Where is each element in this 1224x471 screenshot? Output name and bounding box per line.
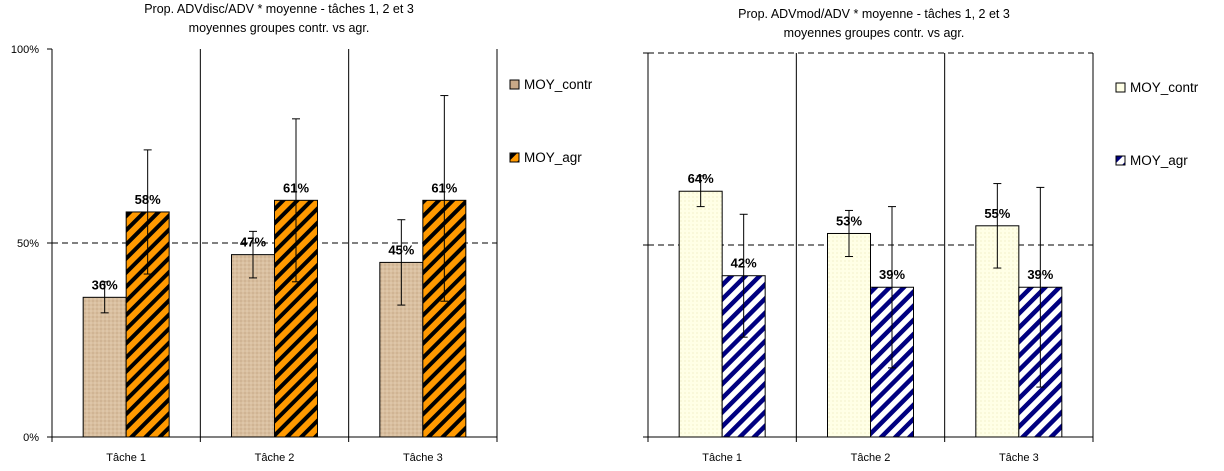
- x-category-label: Tâche 2: [255, 452, 295, 464]
- y-tick-label: 50%: [17, 238, 39, 250]
- data-label: 61%: [283, 180, 309, 195]
- data-label: 36%: [92, 277, 118, 292]
- y-tick-label: 0%: [23, 432, 39, 444]
- chart-subtitle: moyennes groupes contr. vs agr.: [189, 21, 370, 35]
- data-label: 58%: [135, 192, 161, 207]
- bar-moy-contr: [82, 296, 127, 438]
- chart-title: Prop. ADVdisc/ADV * moyenne - tâches 1, …: [144, 2, 414, 16]
- chart-2: 64% 53% 55% 42% 39% 39% Tâche 1 Tâche 2 Tâche 3 P…: [643, 7, 1199, 464]
- data-label: 55%: [984, 206, 1010, 221]
- legend-label: MOY_contr: [524, 77, 593, 92]
- legend-label: MOY_agr: [1130, 153, 1188, 168]
- bar-moy-contr: [827, 232, 871, 438]
- data-label: 61%: [431, 180, 457, 195]
- bar-moy-contr: [231, 254, 275, 438]
- legend-swatch: [1115, 155, 1126, 166]
- data-label: 45%: [388, 242, 414, 257]
- legend-swatch: [509, 152, 520, 163]
- data-label: 64%: [688, 171, 714, 186]
- data-label: 42%: [731, 256, 757, 271]
- chart-subtitle: moyennes groupes contr. vs agr.: [784, 26, 965, 40]
- x-category-label: Tâche 1: [702, 452, 742, 464]
- legend-label: MOY_agr: [524, 150, 582, 165]
- data-label: 39%: [1027, 267, 1053, 282]
- legend-swatch: [509, 79, 520, 90]
- chart-title: Prop. ADVmod/ADV * moyenne - tâches 1, 2…: [738, 7, 1010, 21]
- bar-moy-contr: [678, 190, 723, 438]
- data-label: 47%: [240, 235, 266, 250]
- x-category-label: Tâche 1: [106, 452, 146, 464]
- legend-swatch: [1115, 82, 1126, 93]
- x-category-label: Tâche 2: [851, 452, 891, 464]
- x-category-label: Tâche 3: [999, 452, 1039, 464]
- data-label: 53%: [836, 213, 862, 228]
- chart-1: 0% 50% 100% 36% 47% 45% 58% 61% 61% Tâche 1 Tâche …: [11, 2, 593, 464]
- legend-label: MOY_contr: [1130, 80, 1199, 95]
- data-label: 39%: [879, 267, 905, 282]
- x-category-label: Tâche 3: [403, 452, 443, 464]
- y-tick-label: 100%: [11, 44, 39, 56]
